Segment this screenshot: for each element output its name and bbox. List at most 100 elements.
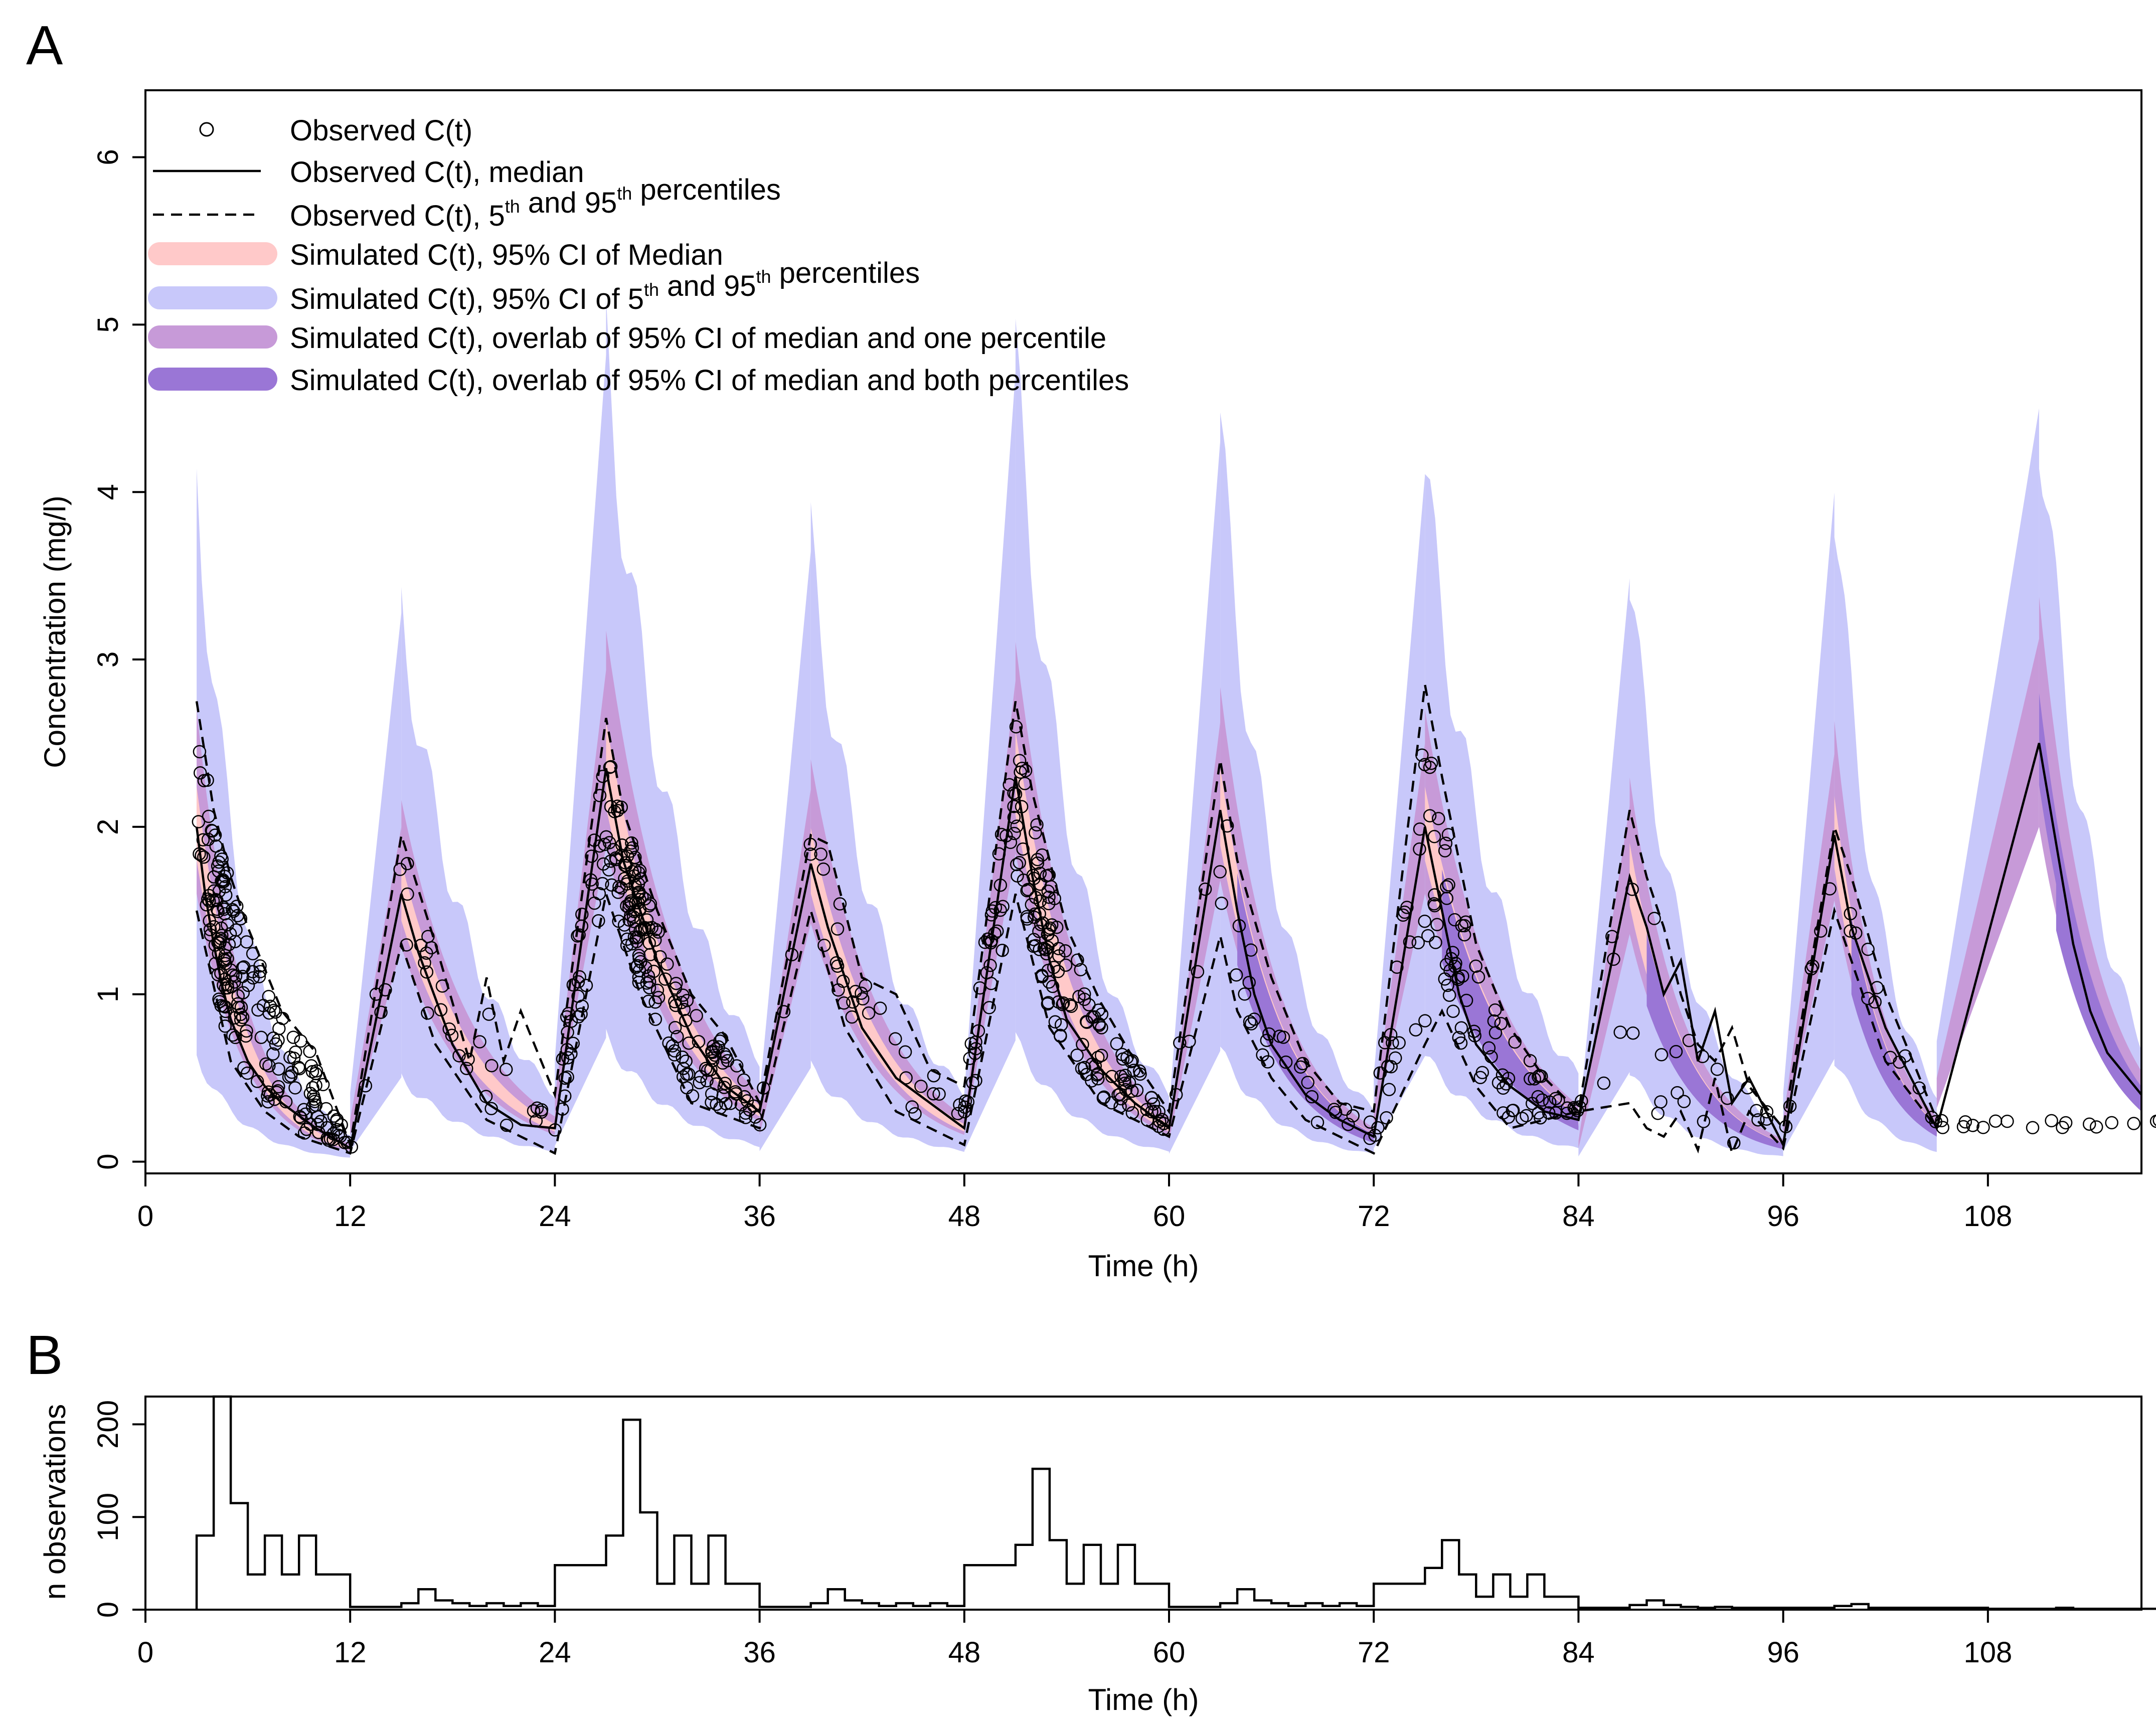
observed-point [1844,924,1857,938]
observed-point [445,1028,459,1043]
observed-point [1849,926,1863,940]
observed-point [671,1029,684,1044]
legend-label: Observed C(t), median [290,156,584,189]
observed-point [1432,812,1445,825]
observed-point [1373,1066,1387,1080]
observed-point [434,1003,448,1017]
observed-point [1380,1111,1393,1125]
observed-point [845,1010,859,1024]
observed-point [261,1095,275,1109]
observed-point [2026,1121,2040,1135]
observed-point [1751,1113,1765,1127]
observed-point [2149,1114,2156,1128]
observed-point [1064,999,1078,1013]
observed-point [973,981,987,995]
observed-point [1520,1109,1533,1123]
observed-point [1155,1113,1169,1127]
observed-point [212,884,226,898]
observed-point [651,990,666,1004]
observed-point [1242,976,1256,989]
observed-point [218,907,232,921]
observed-point [1152,1105,1166,1119]
observed-point [642,899,656,913]
observed-point [1342,1117,1355,1131]
legend-label: Simulated C(t), overlab of 95% CI of med… [290,364,1129,397]
legend-label: Observed C(t) [290,114,472,147]
observed-point [326,1133,340,1146]
observed-point [1063,998,1077,1012]
x-tick-label: 24 [539,1200,571,1233]
observed-point [1814,924,1828,938]
observed-point [1783,1099,1797,1113]
observed-point [206,824,219,838]
observed-point [738,1090,751,1104]
observed-point [983,958,997,972]
observed-point [1015,800,1029,813]
observed-point [1542,1106,1556,1120]
observed-point [1468,1029,1481,1043]
observed-point [969,1042,982,1056]
observed-point [803,837,817,851]
observed-point [1502,1072,1516,1085]
observed-point [1925,1111,1939,1124]
observed-point [418,956,431,970]
observed-point [272,1062,285,1076]
observed-point [1575,1094,1588,1108]
observed-point [1018,777,1032,790]
observed-point [401,856,414,871]
x-tick-label: 0 [137,1200,153,1233]
observed-point [692,1035,706,1049]
observed-point [1092,1017,1106,1030]
observed-point [1008,826,1021,840]
observed-point [201,832,215,846]
observed-point [1669,1045,1683,1059]
observed-point [1760,1112,1773,1126]
observed-point [2045,1114,2058,1128]
observed-point [1607,952,1620,966]
observed-point [1045,934,1059,947]
observed-point [1626,1026,1640,1040]
observed-point [740,1094,754,1108]
observed-point [473,1035,486,1049]
x-tick-label: 60 [1153,1200,1186,1233]
observed-point [625,841,639,855]
observed-point [319,1102,333,1116]
observed-point [1052,942,1066,956]
observed-point [234,1013,248,1027]
observed-point [193,766,207,780]
observed-point [605,878,618,892]
observed-point [500,1118,514,1132]
observed-point [748,1110,762,1124]
observed-point [259,1057,273,1071]
observed-point [889,1032,902,1046]
observed-point [1471,970,1485,984]
observed-point [1113,1100,1127,1114]
observed-point [1014,765,1027,779]
observed-point [1494,1016,1508,1030]
observed-point [1009,787,1023,801]
observed-point [203,923,217,937]
observed-point [804,847,817,861]
observed-point [1710,1063,1724,1076]
observed-point [1346,1109,1360,1123]
legend-label: Observed C(t), 5th and 95th percentiles [290,174,781,232]
observed-point [620,877,633,891]
observed-point [846,995,860,1009]
observed-point [1213,865,1227,879]
observed-point [1605,930,1619,943]
observed-point [218,870,232,884]
observed-point [1988,1114,2003,1128]
observed-point [730,1059,744,1073]
observed-point [1806,959,1819,973]
observed-point [1531,1090,1545,1104]
observed-point [196,833,210,847]
observed-point [1549,1106,1563,1120]
observed-point [1392,1036,1406,1050]
observed-point [1027,933,1041,946]
observed-point [527,1104,541,1118]
observed-point [1169,1088,1183,1102]
observed-point [643,897,657,911]
observed-point [1552,1094,1565,1108]
y-tick-label: 200 [92,1400,124,1449]
